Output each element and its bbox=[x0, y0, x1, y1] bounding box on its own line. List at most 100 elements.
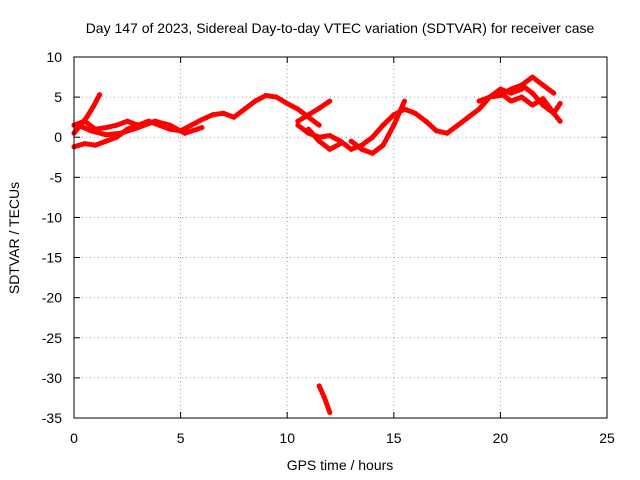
data-point bbox=[84, 114, 90, 120]
tick-marks bbox=[73, 56, 608, 419]
data-point bbox=[508, 98, 514, 104]
y-tick-label: -5 bbox=[50, 169, 63, 185]
data-point bbox=[306, 112, 311, 118]
data-point bbox=[380, 122, 386, 128]
data-point bbox=[316, 383, 322, 389]
y-tick-label: -10 bbox=[42, 209, 62, 225]
data-point bbox=[391, 122, 397, 128]
data-point bbox=[316, 122, 322, 128]
data-point bbox=[412, 110, 418, 116]
y-tick-label: 5 bbox=[54, 89, 62, 105]
y-tick-labels: 10 5 0 -5 -10 -15 -20 -25 -30 -35 bbox=[42, 49, 62, 426]
data-point bbox=[220, 110, 226, 116]
data-point bbox=[370, 134, 375, 140]
data-point bbox=[231, 114, 237, 120]
data-point bbox=[465, 114, 471, 120]
data-point bbox=[327, 133, 333, 139]
x-tick-label: 10 bbox=[279, 430, 295, 446]
y-tick-label: -35 bbox=[42, 410, 62, 426]
data-point bbox=[327, 146, 333, 152]
data-point bbox=[348, 138, 354, 144]
data-point bbox=[338, 141, 343, 147]
data-point bbox=[327, 409, 333, 415]
x-axis-label: GPS time / hours bbox=[287, 457, 394, 473]
data-point bbox=[124, 118, 130, 124]
data-point bbox=[252, 98, 258, 104]
y-tick-label: 10 bbox=[46, 49, 62, 65]
data-point bbox=[97, 92, 103, 98]
data-point bbox=[529, 74, 535, 80]
chart-title: Day 147 of 2023, Sidereal Day-to-day VTE… bbox=[86, 20, 595, 36]
data-point bbox=[90, 104, 96, 110]
data-point bbox=[380, 142, 386, 148]
data-point bbox=[551, 110, 557, 116]
data-point bbox=[497, 90, 503, 96]
data-point bbox=[497, 86, 503, 92]
series-line-7 bbox=[306, 126, 343, 152]
data-point bbox=[242, 106, 248, 112]
data-point bbox=[103, 138, 109, 144]
data-point bbox=[519, 82, 525, 88]
data-point bbox=[295, 106, 301, 112]
data-point bbox=[114, 122, 120, 128]
y-tick-label: -20 bbox=[42, 290, 62, 306]
plot-frame bbox=[73, 56, 608, 419]
data-point bbox=[274, 94, 279, 100]
y-tick-label: 0 bbox=[54, 129, 62, 145]
y-tick-label: -15 bbox=[42, 250, 62, 266]
data-point bbox=[327, 98, 333, 104]
x-tick-label: 15 bbox=[386, 430, 402, 446]
data-point bbox=[295, 118, 301, 124]
data-point bbox=[508, 86, 514, 92]
data-point bbox=[359, 146, 365, 152]
data-point bbox=[322, 395, 327, 401]
data-point bbox=[557, 118, 563, 124]
data-point bbox=[284, 101, 290, 106]
data-point bbox=[167, 122, 173, 128]
data-point bbox=[455, 122, 461, 128]
data-point bbox=[103, 132, 109, 138]
x-tick-labels: 0 5 10 15 20 25 bbox=[70, 430, 615, 446]
data-point bbox=[210, 112, 216, 118]
data-point bbox=[529, 90, 535, 96]
x-tick-label: 20 bbox=[493, 430, 509, 446]
data-point bbox=[540, 102, 546, 108]
data-point bbox=[557, 101, 563, 106]
data-point bbox=[82, 141, 88, 147]
x-tick-label: 25 bbox=[599, 430, 615, 446]
data-point bbox=[118, 130, 124, 136]
data-point bbox=[295, 122, 301, 128]
data-point bbox=[92, 142, 98, 148]
data-point bbox=[263, 93, 269, 98]
data-point bbox=[135, 125, 141, 131]
y-tick-label: -25 bbox=[42, 330, 62, 346]
series-line-6 bbox=[295, 86, 525, 152]
data-point bbox=[519, 94, 525, 100]
data-point bbox=[188, 122, 194, 128]
data-point bbox=[152, 118, 158, 124]
data-point bbox=[199, 125, 205, 131]
data-point bbox=[316, 138, 322, 144]
data-point bbox=[348, 146, 354, 152]
data-point bbox=[75, 122, 81, 128]
data-series bbox=[71, 74, 563, 415]
data-point bbox=[444, 130, 450, 136]
data-point bbox=[182, 130, 188, 136]
data-point bbox=[199, 117, 205, 123]
data-point bbox=[423, 118, 429, 124]
y-axis-label: SDTVAR / TECUs bbox=[6, 182, 22, 294]
data-point bbox=[476, 106, 482, 112]
data-point bbox=[529, 102, 535, 108]
data-point bbox=[88, 128, 94, 134]
data-point bbox=[103, 125, 109, 131]
data-point bbox=[370, 150, 375, 156]
data-point bbox=[540, 82, 546, 88]
x-tick-label: 0 bbox=[70, 430, 78, 446]
data-point bbox=[316, 105, 322, 111]
data-point bbox=[433, 128, 439, 134]
data-point bbox=[487, 94, 493, 100]
data-point bbox=[391, 112, 397, 118]
data-point bbox=[402, 98, 407, 104]
